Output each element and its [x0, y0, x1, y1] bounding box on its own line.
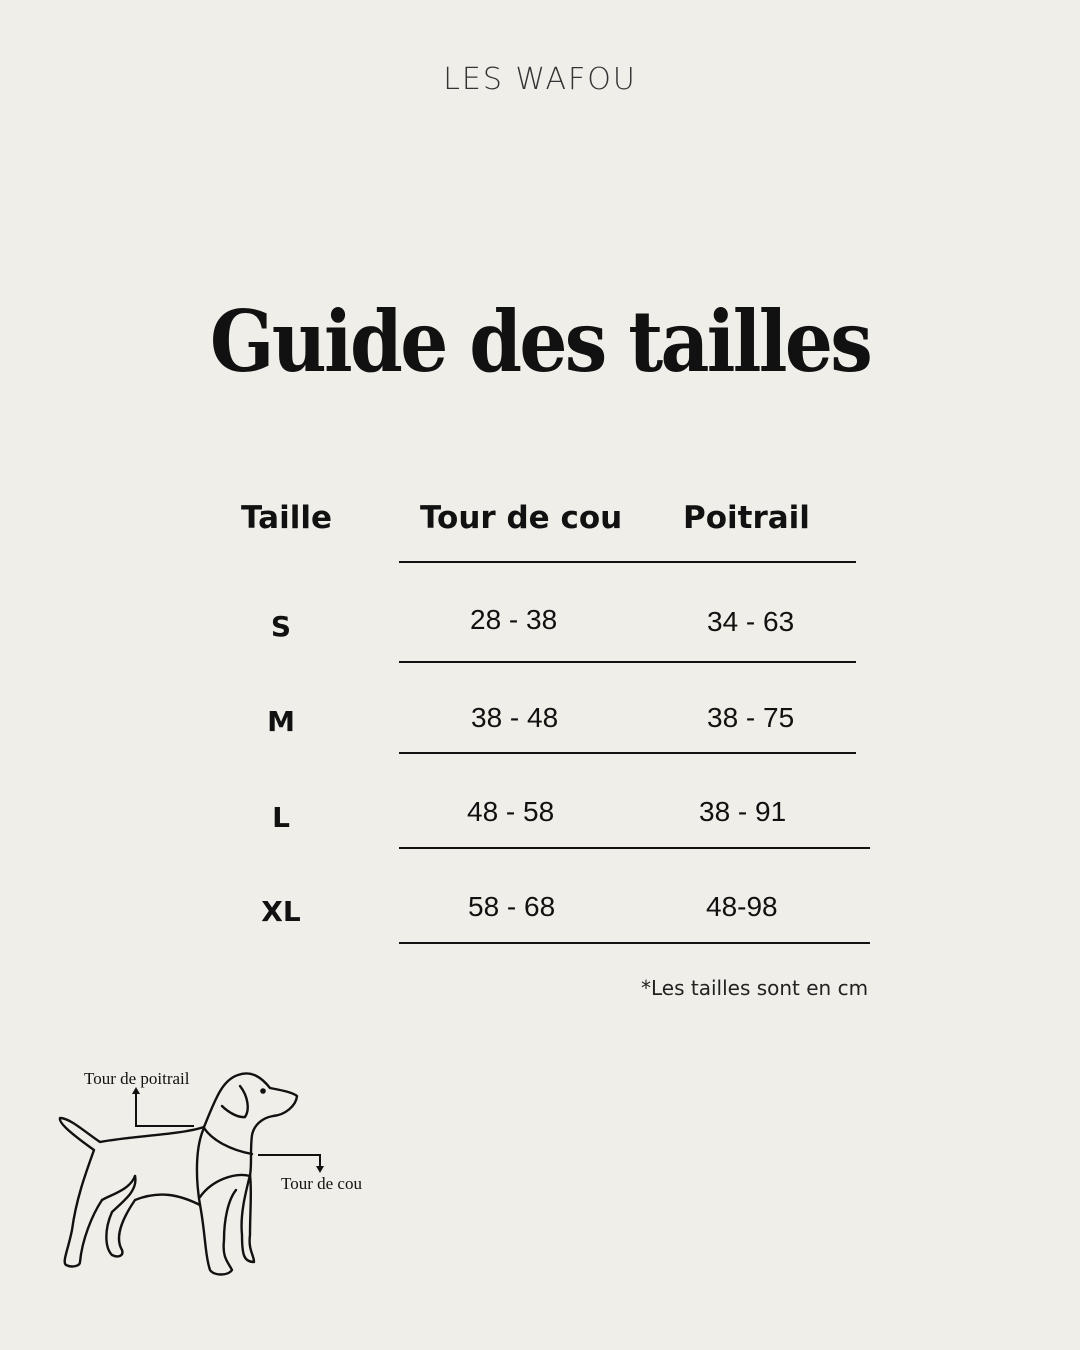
chest-girth-label: Tour de poitrail — [84, 1069, 190, 1088]
neck-girth-label: Tour de cou — [281, 1174, 362, 1193]
divider — [399, 661, 856, 663]
size-m: M — [267, 705, 295, 738]
size-xl: XL — [261, 895, 301, 928]
header-neck: Tour de cou — [420, 500, 623, 536]
divider — [399, 561, 856, 563]
neck-m: 38 - 48 — [471, 702, 559, 733]
size-s: S — [270, 610, 292, 643]
size-l: L — [272, 801, 290, 834]
divider — [399, 942, 870, 944]
neck-s: 28 - 38 — [470, 604, 558, 635]
chest-s: 34 - 63 — [707, 606, 795, 637]
neck-l: 48 - 58 — [467, 796, 555, 827]
brand-logo: LES WAFOU — [443, 62, 637, 97]
header-chest: Poitrail — [683, 500, 810, 536]
divider — [399, 847, 870, 849]
dog-outline-icon — [58, 1072, 324, 1276]
chest-l: 38 - 91 — [699, 796, 787, 827]
chest-m: 38 - 75 — [707, 702, 795, 733]
chest-xl: 48-98 — [706, 891, 778, 922]
divider — [399, 752, 856, 754]
units-note: *Les tailles sont en cm — [641, 976, 869, 1000]
header-size: Taille — [241, 500, 332, 536]
neck-xl: 58 - 68 — [468, 891, 556, 922]
page-title: Guide des tailles — [209, 292, 873, 391]
